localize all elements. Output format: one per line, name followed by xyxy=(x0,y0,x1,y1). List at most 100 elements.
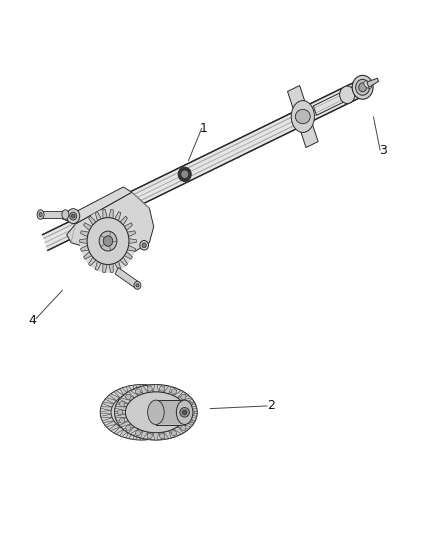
Polygon shape xyxy=(103,209,107,219)
Ellipse shape xyxy=(291,101,314,132)
Ellipse shape xyxy=(364,81,372,88)
Ellipse shape xyxy=(181,394,186,400)
Polygon shape xyxy=(287,85,318,148)
Polygon shape xyxy=(185,407,197,410)
Ellipse shape xyxy=(171,431,177,436)
Ellipse shape xyxy=(181,425,186,431)
Polygon shape xyxy=(129,239,136,244)
Ellipse shape xyxy=(37,210,44,219)
Polygon shape xyxy=(155,388,163,395)
Polygon shape xyxy=(126,386,134,394)
Polygon shape xyxy=(101,407,112,410)
Polygon shape xyxy=(81,231,88,237)
Ellipse shape xyxy=(142,243,146,248)
Polygon shape xyxy=(141,386,148,394)
Polygon shape xyxy=(124,252,132,260)
Ellipse shape xyxy=(147,386,152,391)
Ellipse shape xyxy=(356,79,370,95)
Polygon shape xyxy=(120,388,129,395)
Ellipse shape xyxy=(71,214,75,218)
Polygon shape xyxy=(115,261,121,270)
Polygon shape xyxy=(153,433,159,440)
Text: 3: 3 xyxy=(379,144,387,157)
Polygon shape xyxy=(120,429,129,437)
Polygon shape xyxy=(120,421,131,427)
Polygon shape xyxy=(181,398,192,403)
Polygon shape xyxy=(124,424,134,431)
Polygon shape xyxy=(115,414,127,418)
Ellipse shape xyxy=(70,212,77,220)
Ellipse shape xyxy=(39,213,42,216)
Ellipse shape xyxy=(136,284,139,287)
Polygon shape xyxy=(156,400,185,424)
Polygon shape xyxy=(148,385,153,393)
Polygon shape xyxy=(169,388,178,395)
Polygon shape xyxy=(120,257,127,266)
Polygon shape xyxy=(159,432,164,440)
Polygon shape xyxy=(186,410,197,414)
Ellipse shape xyxy=(359,83,367,92)
Ellipse shape xyxy=(117,410,123,415)
Polygon shape xyxy=(169,429,178,437)
Ellipse shape xyxy=(111,392,172,433)
Polygon shape xyxy=(128,427,138,434)
Polygon shape xyxy=(41,211,64,218)
Polygon shape xyxy=(164,431,171,439)
Polygon shape xyxy=(128,391,138,398)
Polygon shape xyxy=(177,424,188,431)
Polygon shape xyxy=(163,394,174,401)
Polygon shape xyxy=(169,402,181,407)
Polygon shape xyxy=(115,212,121,221)
Polygon shape xyxy=(367,78,378,87)
Polygon shape xyxy=(166,398,178,403)
Polygon shape xyxy=(144,385,150,393)
Polygon shape xyxy=(101,414,112,418)
Polygon shape xyxy=(163,424,174,431)
Polygon shape xyxy=(166,421,178,427)
Polygon shape xyxy=(155,429,163,437)
Polygon shape xyxy=(120,398,131,403)
Polygon shape xyxy=(95,261,101,270)
Ellipse shape xyxy=(80,209,136,273)
Polygon shape xyxy=(117,417,128,423)
Polygon shape xyxy=(117,402,128,407)
Ellipse shape xyxy=(339,86,355,103)
Ellipse shape xyxy=(352,75,373,99)
Polygon shape xyxy=(164,386,171,394)
Polygon shape xyxy=(120,216,127,225)
Polygon shape xyxy=(171,407,183,410)
Polygon shape xyxy=(81,245,88,251)
Text: 4: 4 xyxy=(29,314,37,327)
Polygon shape xyxy=(109,424,120,431)
Polygon shape xyxy=(169,417,181,423)
Ellipse shape xyxy=(135,389,141,394)
Ellipse shape xyxy=(125,392,186,433)
Polygon shape xyxy=(109,264,113,272)
Polygon shape xyxy=(88,257,96,266)
Polygon shape xyxy=(173,391,184,398)
Polygon shape xyxy=(177,394,188,401)
Ellipse shape xyxy=(183,410,187,415)
Polygon shape xyxy=(173,427,184,434)
Polygon shape xyxy=(115,410,126,414)
Polygon shape xyxy=(148,432,153,440)
Polygon shape xyxy=(159,385,164,393)
Ellipse shape xyxy=(134,281,141,289)
Polygon shape xyxy=(141,431,148,439)
Polygon shape xyxy=(181,421,192,427)
Polygon shape xyxy=(84,252,92,260)
Polygon shape xyxy=(144,432,150,440)
Polygon shape xyxy=(114,391,124,398)
Ellipse shape xyxy=(115,385,197,440)
Polygon shape xyxy=(109,394,120,401)
Ellipse shape xyxy=(187,401,192,407)
Polygon shape xyxy=(171,414,183,418)
Polygon shape xyxy=(133,385,139,393)
Polygon shape xyxy=(134,429,143,437)
Polygon shape xyxy=(105,421,117,427)
Polygon shape xyxy=(127,245,135,251)
Polygon shape xyxy=(184,417,195,423)
Polygon shape xyxy=(149,386,157,394)
Ellipse shape xyxy=(135,431,141,436)
Polygon shape xyxy=(115,407,127,410)
